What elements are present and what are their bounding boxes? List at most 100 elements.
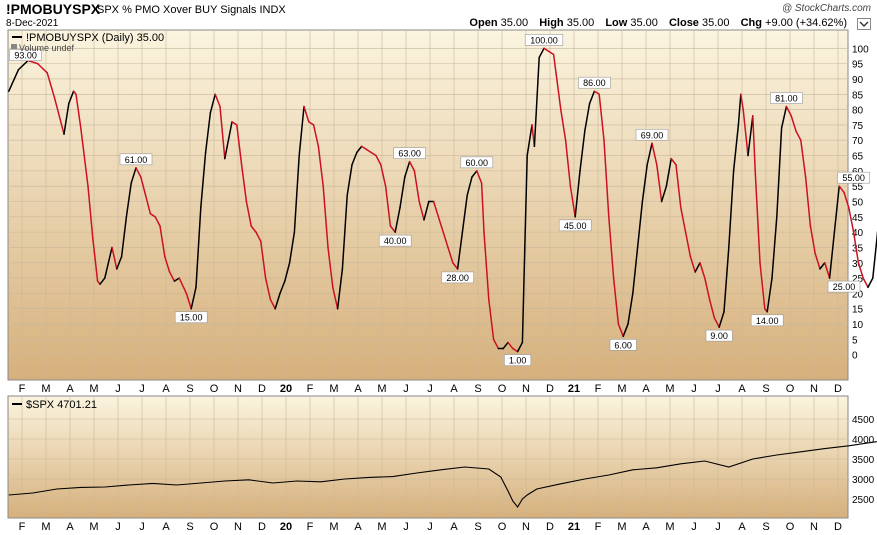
x-tick-label: J bbox=[691, 383, 697, 395]
indicator-segment bbox=[752, 114, 756, 172]
indicator-segment bbox=[351, 151, 358, 166]
indicator-segment bbox=[704, 277, 711, 301]
indicator-segment bbox=[130, 167, 137, 184]
indicator-segment bbox=[552, 53, 557, 74]
x-tick-label: M bbox=[89, 383, 98, 395]
low-label: Low bbox=[605, 17, 628, 29]
x-tick-label: 21 bbox=[568, 383, 580, 395]
indicator-segment bbox=[116, 255, 123, 270]
indicator-segment bbox=[838, 185, 845, 194]
x-tick-label: D bbox=[834, 383, 842, 395]
open-label: Open bbox=[469, 17, 498, 29]
high-value: 35.00 bbox=[566, 17, 595, 29]
indicator-segment bbox=[274, 292, 281, 310]
indicator-segment bbox=[466, 176, 473, 197]
x-tick-label: S bbox=[186, 521, 193, 533]
indicator-segment bbox=[675, 163, 682, 209]
brand-watermark: @ StockCharts.com bbox=[781, 3, 871, 14]
x-tick-label: M bbox=[329, 383, 338, 395]
indicator-segment bbox=[660, 185, 668, 203]
value-label: 93.00 bbox=[14, 51, 37, 61]
value-label: 28.00 bbox=[446, 273, 469, 283]
y-tick-label: 3500 bbox=[852, 455, 875, 466]
indicator-segment bbox=[809, 225, 816, 255]
close-label: Close bbox=[668, 17, 699, 29]
indicator-segment bbox=[617, 323, 624, 338]
indicator-segment bbox=[164, 255, 171, 273]
indicator-segment bbox=[526, 124, 533, 157]
indicator-segment bbox=[665, 157, 672, 187]
indicator-segment bbox=[857, 262, 864, 279]
indicator-segment bbox=[828, 231, 836, 279]
x-tick-label: J bbox=[691, 521, 697, 533]
indicator-segment bbox=[308, 121, 315, 126]
indicator-segment bbox=[346, 163, 353, 197]
x-tick-label: F bbox=[595, 521, 602, 533]
indicator-segment bbox=[480, 182, 485, 233]
x-tick-label: O bbox=[210, 383, 219, 395]
x-tick-label: F bbox=[307, 521, 314, 533]
indicator-segment bbox=[209, 93, 216, 114]
x-tick-label: M bbox=[377, 521, 386, 533]
x-tick-label: N bbox=[810, 383, 818, 395]
value-label: 25.00 bbox=[833, 282, 856, 292]
indicator-segment bbox=[790, 114, 797, 132]
chart-settings-icon[interactable] bbox=[857, 18, 871, 30]
value-label-box bbox=[378, 234, 412, 247]
x-tick-label: A bbox=[642, 383, 650, 395]
indicator-segment bbox=[569, 185, 576, 218]
indicator-segment bbox=[543, 47, 550, 53]
indicator-segment bbox=[264, 277, 272, 301]
indicator-segment bbox=[437, 216, 444, 233]
indicator-segment bbox=[250, 225, 257, 233]
x-tick-label: S bbox=[474, 521, 481, 533]
x-tick-label: S bbox=[762, 383, 769, 395]
value-label: 9.00 bbox=[710, 331, 728, 341]
indicator-segment bbox=[168, 271, 176, 282]
indicator-segment bbox=[564, 139, 572, 187]
indicator-segment bbox=[461, 194, 468, 233]
indicator-segment bbox=[740, 93, 744, 111]
x-tick-label: O bbox=[498, 383, 507, 395]
x-tick-label: M bbox=[41, 383, 50, 395]
indicator-segment bbox=[452, 262, 459, 270]
x-tick-label: M bbox=[41, 521, 50, 533]
y-tick-label: 55 bbox=[852, 182, 864, 193]
legend-volume-note: Volume undef bbox=[19, 43, 75, 53]
indicator-segment bbox=[185, 292, 192, 310]
x-tick-label: A bbox=[738, 383, 746, 395]
indicator-segment bbox=[742, 108, 749, 157]
indicator-segment bbox=[603, 139, 610, 218]
legend-volume-swatch bbox=[11, 44, 17, 49]
indicator-segment bbox=[471, 170, 478, 178]
x-tick-label: A bbox=[354, 383, 362, 395]
x-tick-label: N bbox=[810, 521, 818, 533]
indicator-segment bbox=[824, 262, 831, 279]
y-tick-label: 4000 bbox=[852, 435, 875, 446]
indicator-segment bbox=[656, 163, 663, 203]
indicator-segment bbox=[533, 56, 540, 148]
indicator-segment bbox=[754, 170, 761, 264]
x-tick-label: J bbox=[427, 383, 433, 395]
price-panel bbox=[7, 395, 849, 519]
value-label: 6.00 bbox=[614, 340, 632, 350]
x-tick-label: F bbox=[19, 521, 26, 533]
spx-line bbox=[8, 441, 877, 508]
indicator-segment bbox=[303, 105, 310, 123]
indicator-segment bbox=[598, 93, 605, 141]
indicator-segment bbox=[159, 225, 166, 258]
x-tick-label: A bbox=[162, 521, 170, 533]
indicator-segment bbox=[154, 216, 161, 227]
indicator-segment bbox=[579, 130, 586, 172]
close-value: 35.00 bbox=[702, 17, 730, 29]
low-value: 35.00 bbox=[630, 17, 658, 29]
value-label-box bbox=[827, 280, 861, 293]
indicator-segment bbox=[27, 59, 39, 65]
y-tick-label: 5 bbox=[852, 335, 858, 346]
y-tick-label: 50 bbox=[852, 198, 864, 209]
indicator-segment bbox=[269, 298, 276, 310]
x-tick-label: A bbox=[642, 521, 650, 533]
indicator-segment bbox=[492, 338, 500, 350]
value-label-box bbox=[770, 92, 803, 104]
